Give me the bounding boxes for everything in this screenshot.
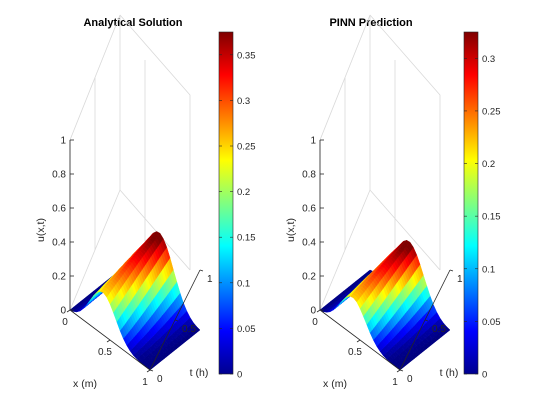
colorbar-tick-label: 0 [237, 370, 242, 381]
z-tick-label: 0.2 [52, 272, 66, 283]
x-tick-mark [316, 309, 321, 313]
t-tick-label: 0.5 [432, 324, 446, 335]
z-tick-label: 1 [310, 136, 316, 147]
x-tick-label: 1 [142, 377, 148, 388]
t-tick-mark [424, 319, 429, 322]
x-tick-label: 1 [392, 377, 398, 388]
x-axis-label: x (m) [73, 378, 97, 390]
colorbar-tick-label: 0.2 [482, 159, 495, 170]
t-tick-mark [149, 369, 154, 372]
z-axis-ticks: 0 0.2 0.4 0.6 0.8 1 [302, 136, 324, 317]
x-axis-ticks: 00.51 [62, 309, 151, 388]
colorbar-gradient [463, 31, 479, 375]
colorbar: 0 0.05 0.1 0.15 0.2 0.25 0.3 0.35 [218, 31, 256, 381]
colorbar-tick-label: 0.2 [237, 187, 250, 198]
z-tick-label: 0.4 [302, 238, 316, 249]
colorbar-tick-label: 0.1 [482, 264, 495, 275]
z-tick-label: 0.4 [52, 238, 66, 249]
x-tick-label: 0.5 [98, 347, 112, 358]
z-axis-label: u(x,t) [285, 218, 297, 242]
t-tick-label: 1 [457, 274, 463, 285]
z-tick-label: 1 [60, 136, 66, 147]
colorbar-tick-label: 0.3 [237, 96, 250, 107]
x-tick-label: 0 [312, 317, 318, 328]
chart-title: PINN Prediction [329, 17, 412, 29]
colorbar-gradient [218, 31, 234, 375]
colorbar-tick-label: 0.25 [482, 106, 501, 117]
colorbar: 0 0.05 0.1 0.15 0.2 0.25 0.3 [463, 31, 501, 381]
chart-panel-analytical: Analytical Solution 00.20.40.60.81 00.51… [35, 14, 256, 390]
colorbar-tick-label: 0.3 [482, 54, 495, 65]
x-axis-label: x (m) [323, 378, 347, 390]
t-tick-label: 0 [407, 374, 413, 385]
colorbar-tick-label: 0.15 [482, 212, 501, 223]
colorbar-tick-label: 0.05 [482, 317, 501, 328]
z-tick-label: 0.8 [52, 170, 66, 181]
x-tick-label: 0.5 [348, 347, 362, 358]
z-tick-label: 0 [60, 306, 66, 317]
t-axis-label: t (h) [190, 367, 209, 379]
colorbar-tick-label: 0.15 [237, 233, 256, 244]
axes-box [69, 14, 191, 311]
x-axis-ticks: 00.51 [312, 309, 401, 388]
z-tick-label: 0.8 [302, 170, 316, 181]
chart-title: Analytical Solution [83, 17, 182, 29]
x-tick-mark [356, 339, 361, 343]
z-tick-label: 0 [310, 306, 316, 317]
colorbar-tick-label: 0.1 [237, 278, 250, 289]
t-tick-label: 0.5 [182, 324, 196, 335]
z-tick-label: 0.6 [52, 204, 66, 215]
t-tick-label: 0 [157, 374, 163, 385]
z-tick-label: 0.2 [302, 272, 316, 283]
x-tick-mark [66, 309, 71, 313]
surface-plot [319, 239, 451, 371]
t-tick-mark [174, 319, 179, 322]
colorbar-tick-label: 0 [482, 370, 487, 381]
t-tick-label: 1 [207, 274, 213, 285]
surface-plot [69, 231, 201, 371]
colorbar-tick-label: 0.35 [237, 50, 256, 61]
x-tick-mark [106, 339, 111, 343]
x-tick-label: 0 [62, 317, 68, 328]
colorbar-tick-label: 0.25 [237, 142, 256, 153]
colorbar-tick-label: 0.05 [237, 324, 256, 335]
chart-panel-pinn: PINN Prediction 00.20.40.60.81 00.51 00.… [285, 14, 501, 390]
z-tick-label: 0.6 [302, 204, 316, 215]
colorbar-ticks: 0 0.05 0.1 0.15 0.2 0.25 0.3 [464, 54, 501, 381]
t-tick-mark [399, 369, 404, 372]
t-tick-mark [449, 269, 454, 272]
z-axis-label: u(x,t) [35, 218, 47, 242]
t-tick-mark [199, 269, 204, 272]
t-axis-ticks: 00.51 [149, 269, 213, 385]
t-axis-ticks: 00.51 [399, 269, 463, 385]
colorbar-ticks: 0 0.05 0.1 0.15 0.2 0.25 0.3 0.35 [219, 50, 256, 381]
t-axis-label: t (h) [440, 367, 459, 379]
z-axis-ticks: 0 0.2 0.4 0.6 0.8 1 [52, 136, 74, 317]
x-tick-mark [146, 369, 151, 373]
x-tick-mark [396, 369, 401, 373]
